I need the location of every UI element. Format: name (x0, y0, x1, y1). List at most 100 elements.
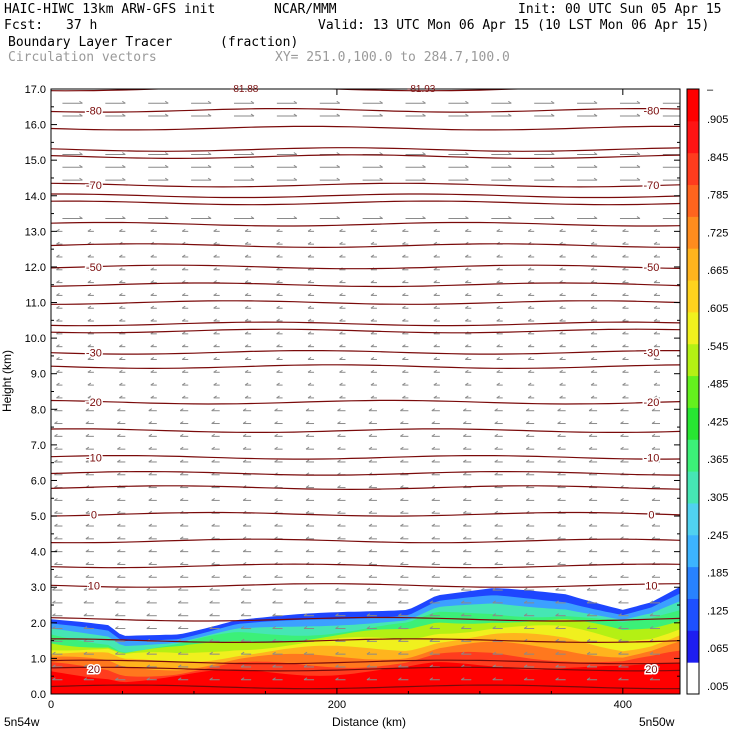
circulation-vector-head (494, 574, 499, 578)
circulation-vector-head (244, 369, 249, 373)
circulation-vector-head (305, 446, 310, 450)
circulation-vector-head (274, 459, 278, 463)
circulation-vector-head (368, 574, 373, 578)
circulation-vector-head (339, 357, 343, 360)
circulation-vector-head (586, 677, 591, 681)
circulation-vector-head (244, 254, 249, 258)
circulation-vector-head (523, 664, 528, 668)
circulation-vector-head (400, 459, 404, 463)
circulation-vector-head (148, 433, 153, 437)
circulation-vector-head (307, 331, 312, 335)
circulation-vector-head (146, 677, 151, 681)
circulation-vector-head (117, 562, 121, 565)
contour-line (51, 147, 680, 152)
fcst-value: 37 h (66, 18, 98, 33)
circulation-vector-head (250, 177, 255, 181)
circulation-vector-head (402, 369, 406, 373)
isotherm-label: -20 (86, 397, 102, 409)
circulation-vector-head (653, 318, 658, 322)
org-label: NCAR/MMM (274, 2, 337, 17)
circulation-vector-head (213, 369, 217, 373)
y-tick-label: 4.0 (31, 547, 46, 559)
colorbar-swatch (687, 375, 699, 408)
colorbar-swatch (687, 471, 699, 504)
circulation-vector-head (337, 549, 341, 553)
y-tick-label: 2.0 (31, 618, 46, 630)
circulation-vector-head (586, 600, 591, 604)
circulation-vector-head (87, 395, 92, 399)
x-tick-label: 400 (614, 699, 632, 711)
isotherm-label: -50 (86, 262, 102, 274)
circulation-vector-head (335, 664, 339, 668)
circulation-vector-head (590, 344, 595, 348)
circulation-vector-head (276, 254, 280, 258)
circulation-vector-head (242, 523, 247, 527)
circulation-vector-head (240, 677, 245, 681)
circulation-vector-head (429, 600, 434, 604)
y-tick-label: 15.0 (25, 155, 46, 167)
circulation-vector-head (370, 292, 375, 296)
y-tick-label: 1.0 (31, 653, 46, 665)
circulation-vector-head (370, 344, 375, 348)
circulation-vector-head (87, 254, 92, 258)
colorbar-swatch (687, 152, 699, 186)
circulation-vector-head (379, 164, 383, 168)
circulation-vector-head (463, 472, 467, 476)
circulation-vector-head (240, 638, 245, 642)
circulation-vector-head (368, 459, 373, 463)
circulation-vector-head (211, 497, 215, 501)
isotherm-label: 0 (648, 509, 654, 521)
contour-line (51, 282, 680, 288)
circulation-vector-head (431, 549, 436, 553)
circulation-vector-head (622, 331, 626, 335)
colorbar-swatch (687, 120, 699, 154)
circulation-vector-head (52, 613, 56, 617)
circulation-vector-head (559, 305, 563, 309)
circulation-vector-head (402, 318, 406, 322)
y-tick-label: 11.0 (25, 298, 46, 310)
circulation-vector-head (148, 536, 153, 540)
circulation-vector-head (494, 523, 499, 527)
circulation-vector-head (85, 433, 90, 437)
circulation-vector-head (550, 177, 555, 181)
circulation-vector-head (422, 216, 426, 219)
circulation-vector-head (122, 100, 126, 104)
circulation-vector-head (213, 305, 217, 309)
circulation-vector-head (366, 613, 371, 617)
colorbar-label: .665 (707, 265, 728, 277)
circulation-vector-head (525, 497, 530, 501)
circulation-vector-head (148, 574, 153, 578)
circulation-vector-head (431, 510, 436, 514)
circulation-vector-head (179, 549, 184, 553)
circulation-vector-head (305, 536, 310, 540)
circulation-vector-head (85, 497, 90, 501)
circulation-vector-head (402, 254, 406, 258)
circulation-vector-head (651, 510, 656, 514)
circulation-vector-head (79, 177, 83, 181)
circulation-vector-head (115, 613, 119, 617)
circulation-vector-head (164, 177, 169, 181)
circulation-vector-head (559, 357, 563, 360)
circulation-vector-head (211, 446, 215, 450)
circulation-vector-head (620, 549, 624, 553)
circulation-vector-head (496, 382, 501, 386)
circulation-vector-head (527, 292, 532, 296)
circulation-vector-head (496, 305, 501, 309)
circulation-vector-head (54, 446, 58, 450)
circulation-vector-head (527, 382, 532, 386)
circulation-vector-head (465, 100, 469, 104)
circulation-vector-head (463, 421, 467, 424)
circulation-vector-head (213, 254, 217, 258)
colorbar-swatch (687, 311, 699, 345)
circulation-vector-head (463, 433, 467, 437)
circulation-vector-head (250, 100, 255, 104)
circulation-vector-head (179, 536, 184, 540)
circulation-vector-head (211, 574, 215, 578)
circulation-vector-head (179, 523, 184, 527)
contour-line (51, 684, 680, 690)
circulation-vector-head (588, 562, 593, 565)
circulation-vector-head (622, 254, 626, 258)
circulation-vector-head (307, 241, 312, 245)
isotherm-label: -80 (643, 105, 659, 117)
isotherm-label: 0 (91, 509, 97, 521)
